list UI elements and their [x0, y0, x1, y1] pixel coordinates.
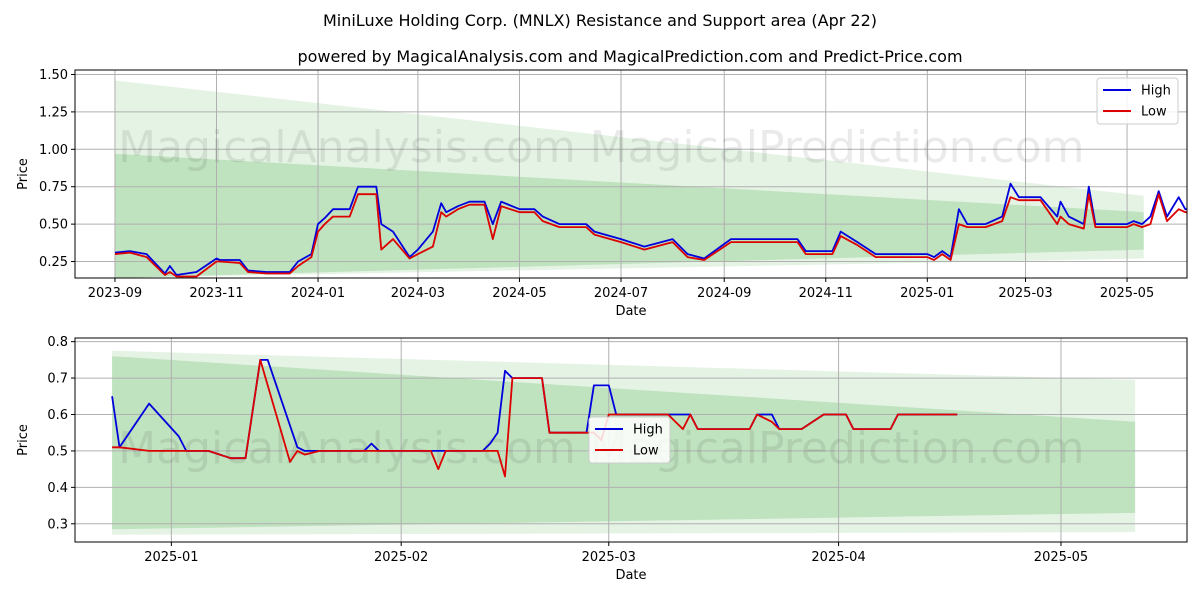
y-tick-label: 0.7: [47, 372, 68, 387]
chart-subtitle: powered by MagicalAnalysis.com and Magic…: [297, 47, 962, 66]
y-tick-label: 0.50: [39, 218, 68, 233]
y-tick-label: 0.75: [39, 180, 68, 195]
legend-label-low: Low: [633, 444, 659, 459]
series-line-low: [114, 193, 1187, 278]
outer-band: [114, 80, 1144, 278]
series-line-low: [112, 358, 958, 478]
y-tick-label: 0.8: [47, 335, 68, 350]
x-tick-label: 2024-01: [291, 286, 345, 301]
x-tick-label: 2025-01: [144, 550, 198, 565]
watermark-text: MagicalPrediction.com: [590, 122, 1085, 173]
x-tick-label: 2023-09: [88, 286, 142, 301]
y-tick-label: 1.50: [39, 68, 68, 83]
legend-label-low: Low: [1141, 105, 1167, 120]
watermark-text: MagicalPrediction.com: [590, 423, 1085, 474]
y-tick-label: 1.00: [39, 143, 68, 158]
y-axis-label: Price: [16, 158, 31, 190]
x-axis-label: Date: [615, 568, 646, 583]
plot-frame: [74, 69, 1188, 279]
x-tick-label: 2023-11: [189, 286, 243, 301]
bottom-chart-panel: MagicalAnalysis.com MagicalPrediction.com…: [16, 335, 1188, 583]
x-tick-label: 2025-03: [582, 550, 636, 565]
x-tick-label: 2025-01: [900, 286, 954, 301]
y-tick-label: 0.3: [47, 517, 68, 532]
watermark-text: MagicalAnalysis.com: [118, 423, 576, 474]
plot-frame: [74, 337, 1188, 543]
y-tick-label: 1.25: [39, 105, 68, 120]
watermark-text: MagicalAnalysis.com: [118, 122, 576, 173]
legend-label-high: High: [633, 423, 663, 438]
y-tick-label: 0.6: [47, 408, 68, 423]
x-axis-label: Date: [615, 304, 646, 319]
x-tick-label: 2024-11: [799, 286, 853, 301]
x-tick-label: 2024-09: [697, 286, 751, 301]
inner-band: [114, 153, 1144, 278]
x-tick-label: 2025-05: [1100, 286, 1154, 301]
chart-title: MiniLuxe Holding Corp. (MNLX) Resistance…: [323, 11, 877, 30]
x-tick-label: 2024-07: [594, 286, 648, 301]
x-tick-label: 2024-03: [391, 286, 445, 301]
x-tick-label: 2024-05: [492, 286, 546, 301]
y-tick-label: 0.5: [47, 444, 68, 459]
x-tick-label: 2025-03: [998, 286, 1052, 301]
legend-label-high: High: [1141, 84, 1171, 99]
y-tick-label: 0.25: [39, 255, 68, 270]
y-axis-label: Price: [16, 424, 31, 456]
y-tick-label: 0.4: [47, 481, 68, 496]
x-tick-label: 2025-02: [374, 550, 428, 565]
x-tick-label: 2025-04: [811, 550, 865, 565]
series-line-high: [114, 182, 1187, 276]
x-tick-label: 2025-05: [1034, 550, 1088, 565]
top-chart-panel: MagicalAnalysis.com MagicalPrediction.com…: [16, 68, 1188, 319]
